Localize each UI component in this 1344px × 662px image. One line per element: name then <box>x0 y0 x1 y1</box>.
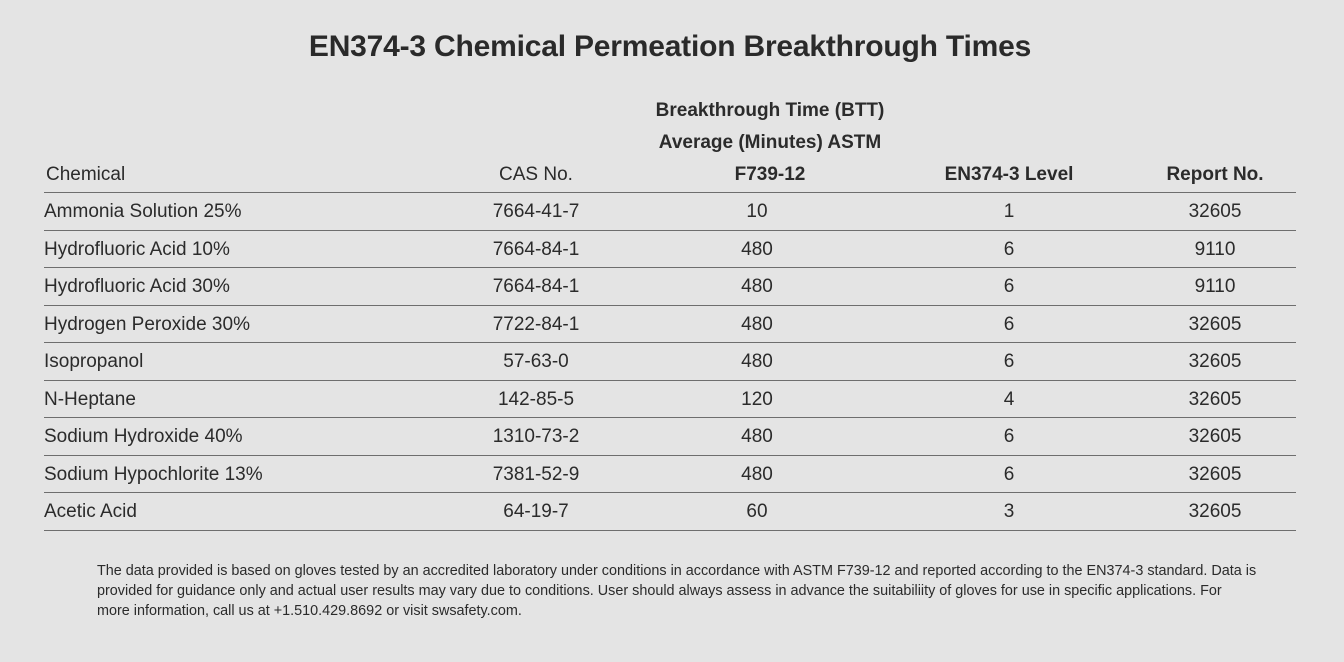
cell-report: 32605 <box>1188 313 1242 335</box>
cell-cas: 7722-84-1 <box>492 313 580 335</box>
table-row: N-Heptane 142-85-5 120 4 32605 <box>44 381 1296 418</box>
cell-btt: 10 <box>746 201 768 222</box>
header-chemical: Chemical <box>46 164 126 185</box>
permeation-table: Chemical CAS No. Breakthrough Time (BTT)… <box>44 92 1296 531</box>
cell-report: 9110 <box>1194 238 1236 260</box>
cell-cas: 7664-84-1 <box>492 276 580 297</box>
cell-chemical: Ammonia Solution 25% <box>44 201 242 222</box>
cell-level: 6 <box>1003 276 1015 297</box>
cell-cas: 57-63-0 <box>503 351 569 372</box>
cell-cas: 142-85-5 <box>497 388 575 410</box>
cell-level: 4 <box>1003 388 1015 410</box>
header-cas: CAS No. <box>499 164 573 185</box>
cell-chemical: Sodium Hydroxide 40% <box>44 426 243 447</box>
table-row: Sodium Hydroxide 40% 1310-73-2 480 6 32605 <box>44 418 1296 456</box>
cell-report: 32605 <box>1188 201 1242 222</box>
cell-btt: 480 <box>741 351 773 372</box>
cell-report: 9110 <box>1194 276 1236 297</box>
cell-chemical: Isopropanol <box>44 351 144 372</box>
cell-cas: 7664-41-7 <box>492 201 580 222</box>
cell-report: 32605 <box>1188 463 1242 485</box>
cell-btt: 480 <box>741 463 773 485</box>
cell-cas: 64-19-7 <box>503 501 569 522</box>
cell-level: 6 <box>1003 426 1015 447</box>
table-row: Hydrofluoric Acid 30% 7664-84-1 480 6 9110 <box>44 268 1296 306</box>
footnote: The data provided is based on gloves tes… <box>97 563 1257 619</box>
header-btt-line1: Breakthrough Time (BTT) <box>655 100 885 121</box>
cell-level: 1 <box>1003 201 1015 222</box>
cell-level: 6 <box>1003 463 1015 485</box>
header-btt-line2: Average (Minutes) ASTM <box>658 132 882 153</box>
cell-chemical: Hydrogen Peroxide 30% <box>44 313 250 335</box>
table-row: Isopropanol 57-63-0 480 6 32605 <box>44 343 1296 381</box>
cell-chemical: Sodium Hypochlorite 13% <box>44 463 263 485</box>
table-row: Hydrofluoric Acid 10% 7664-84-1 480 6 9110 <box>44 231 1296 268</box>
table-header: Chemical CAS No. Breakthrough Time (BTT)… <box>44 92 1296 193</box>
cell-report: 32605 <box>1188 426 1242 447</box>
cell-level: 3 <box>1003 501 1015 522</box>
cell-btt: 120 <box>741 388 773 410</box>
cell-level: 6 <box>1003 238 1015 260</box>
table-row: Hydrogen Peroxide 30% 7722-84-1 480 6 32605 <box>44 306 1296 343</box>
cell-report: 32605 <box>1188 351 1242 372</box>
header-btt-line3: F739-12 <box>734 164 806 185</box>
table-row: Acetic Acid 64-19-7 60 3 32605 <box>44 493 1296 531</box>
cell-btt: 480 <box>741 426 773 447</box>
table-row: Sodium Hypochlorite 13% 7381-52-9 480 6 3260… <box>44 456 1296 493</box>
cell-level: 6 <box>1003 313 1015 335</box>
cell-chemical: Hydrofluoric Acid 30% <box>44 276 230 297</box>
cell-btt: 480 <box>741 313 773 335</box>
cell-chemical: Hydrofluoric Acid 10% <box>44 238 230 260</box>
cell-cas: 7381-52-9 <box>492 463 580 485</box>
cell-report: 32605 <box>1188 388 1242 410</box>
page-title: EN374-3 Chemical Permeation Breakthrough… <box>308 30 1032 63</box>
cell-chemical: N-Heptane <box>44 388 136 410</box>
cell-btt: 480 <box>741 238 773 260</box>
cell-cas: 7664-84-1 <box>492 238 580 260</box>
table-body: Ammonia Solution 25% 7664-41-7 10 1 32605 Hyd… <box>44 193 1296 531</box>
cell-chemical: Acetic Acid <box>44 501 137 522</box>
header-report: Report No. <box>1166 164 1264 185</box>
cell-report: 32605 <box>1188 501 1242 522</box>
cell-btt: 480 <box>741 276 773 297</box>
table-row: Ammonia Solution 25% 7664-41-7 10 1 32605 <box>44 193 1296 231</box>
cell-btt: 60 <box>746 501 768 522</box>
header-breakthrough-time: Breakthrough Time (BTT) Average (Minutes… <box>599 95 941 191</box>
header-level: EN374-3 Level <box>944 164 1074 185</box>
cell-cas: 1310-73-2 <box>492 426 580 447</box>
cell-level: 6 <box>1003 351 1015 372</box>
